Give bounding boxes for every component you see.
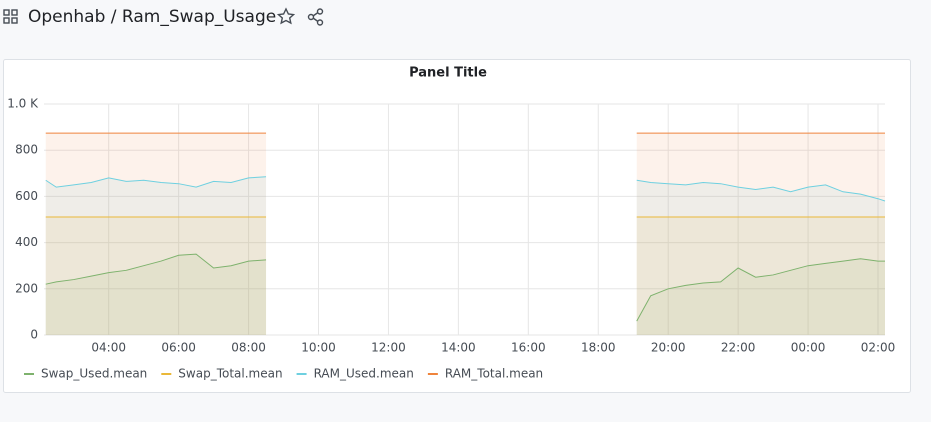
series-line — [45, 253, 885, 322]
y-tick-label: 1.0 K — [7, 97, 39, 111]
x-tick-label: 10:00 — [301, 341, 336, 355]
x-tick-label: 18:00 — [581, 341, 616, 355]
x-tick-label: 20:00 — [651, 341, 686, 355]
x-tick-label: 22:00 — [721, 341, 756, 355]
legend-entry[interactable]: RAM_Total.mean — [445, 367, 543, 381]
dashboard-icon[interactable] — [3, 9, 18, 24]
x-tick-label: 02:00 — [861, 341, 896, 355]
star-icon[interactable] — [276, 7, 296, 25]
legend-entry[interactable]: RAM_Used.mean — [314, 367, 414, 381]
legend-entry[interactable]: Swap_Used.mean — [41, 367, 147, 381]
x-tick-label: 16:00 — [511, 341, 546, 355]
legend-entry[interactable]: Swap_Total.mean — [178, 367, 282, 381]
series-area — [45, 176, 886, 335]
series-area — [45, 254, 886, 335]
y-tick-label: 400 — [15, 235, 38, 249]
y-tick-label: 0 — [30, 328, 38, 342]
y-tick-label: 200 — [15, 281, 38, 295]
series-area — [45, 216, 886, 335]
x-tick-label: 00:00 — [791, 341, 826, 355]
panel-title[interactable]: Panel Title — [409, 66, 487, 81]
x-tick-label: 14:00 — [441, 341, 476, 355]
x-tick-label: 04:00 — [91, 341, 126, 355]
x-tick-label: 06:00 — [161, 341, 196, 355]
dashboard-title[interactable]: Openhab / Ram_Swap_Usage — [28, 7, 276, 27]
series-area — [45, 133, 886, 335]
panel — [3, 59, 911, 393]
y-tick-label: 800 — [15, 143, 38, 157]
x-tick-label: 12:00 — [371, 341, 406, 355]
share-icon[interactable] — [307, 8, 324, 26]
x-tick-label: 08:00 — [231, 341, 266, 355]
y-tick-label: 600 — [15, 189, 38, 203]
series-line — [45, 176, 886, 202]
